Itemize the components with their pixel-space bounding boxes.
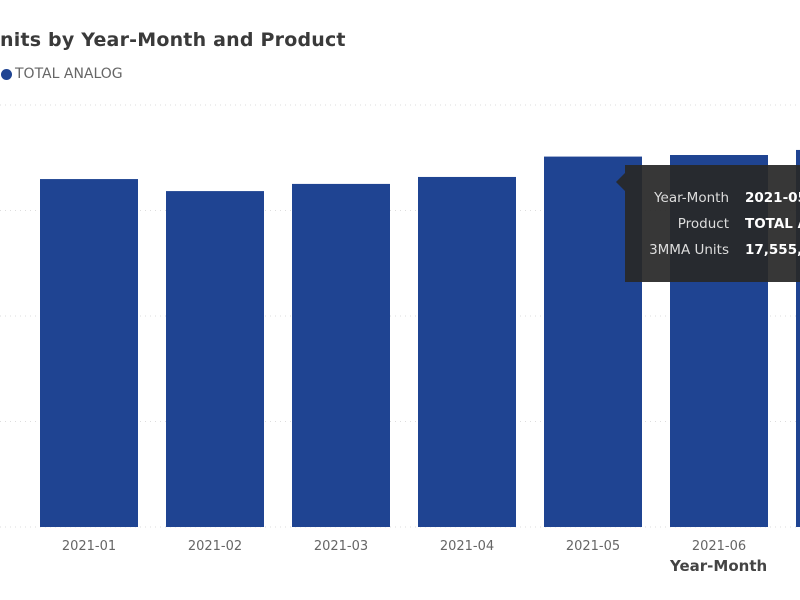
tooltip-key: Product [677,216,729,232]
legend-marker [1,68,12,80]
legend: TOTAL ANALOG [1,66,123,82]
bar-2021-04[interactable] [418,176,516,528]
tooltip-value: 17,555,3 [745,242,800,258]
x-axis-title: Year-Month [670,557,768,575]
chart-title: nits by Year-Month and Product [0,29,346,51]
x-tick-label: 2021-03 [314,539,368,554]
x-tick-label: 2021-02 [188,539,242,554]
x-tick-label: 2021-04 [440,539,494,554]
tooltip-key: Year-Month [654,190,729,206]
tooltip-value: 2021-05 [745,190,800,206]
legend-label[interactable]: TOTAL ANALOG [15,66,123,82]
x-tick-label: 2021-01 [62,539,116,554]
tooltip-value: TOTAL A [745,216,800,232]
bar-2021-03[interactable] [292,183,390,527]
tooltip: Year-Month 2021-05 Product TOTAL A 3MMA … [616,165,800,282]
x-tick-label: 2021-05 [566,539,620,554]
x-tick-label: 2021-06 [692,539,746,554]
bar-2021-02[interactable] [166,191,264,527]
tooltip-key: 3MMA Units [649,242,729,258]
bar-2021-01[interactable] [40,179,138,527]
bar-2021-07[interactable] [796,149,800,527]
